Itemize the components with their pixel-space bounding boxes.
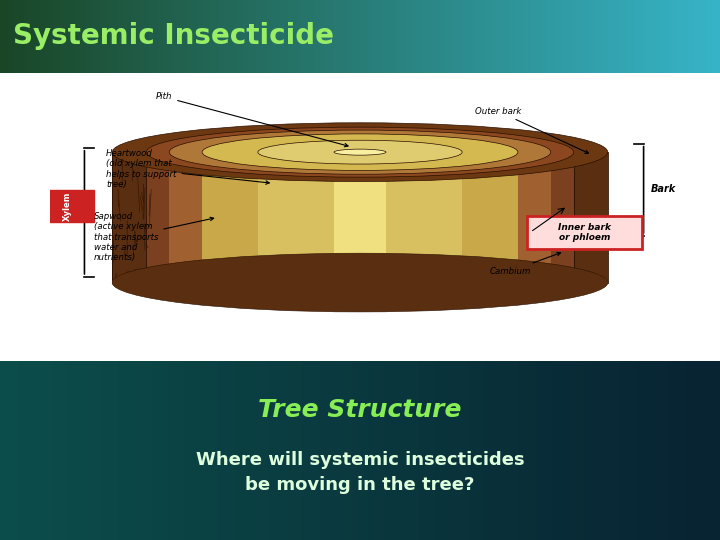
Ellipse shape	[334, 280, 386, 286]
Ellipse shape	[112, 253, 608, 312]
Bar	[258, 152, 462, 282]
Bar	[112, 152, 608, 282]
Ellipse shape	[258, 140, 462, 164]
Ellipse shape	[169, 260, 551, 305]
Text: Pith: Pith	[156, 92, 348, 147]
Bar	[202, 152, 518, 282]
Text: Heartwood
(old xylem that
helps to support
tree): Heartwood (old xylem that helps to suppo…	[106, 149, 269, 189]
Bar	[146, 152, 574, 282]
Ellipse shape	[112, 123, 608, 181]
Bar	[334, 152, 386, 282]
FancyBboxPatch shape	[41, 191, 94, 221]
Ellipse shape	[202, 134, 518, 171]
Ellipse shape	[146, 258, 574, 308]
Ellipse shape	[334, 149, 386, 155]
Ellipse shape	[258, 271, 462, 294]
Bar	[0, 73, 720, 362]
Text: Sapwood
(active xylem
that transports
water and
nutrients): Sapwood (active xylem that transports wa…	[94, 212, 214, 262]
Ellipse shape	[146, 127, 574, 177]
Text: Where will systemic insecticides
be moving in the tree?: Where will systemic insecticides be movi…	[196, 451, 524, 494]
Text: Inner bark
or phloem: Inner bark or phloem	[558, 222, 611, 242]
Bar	[169, 152, 551, 282]
Text: Xylem: Xylem	[63, 191, 72, 221]
Text: Systemic Insecticide: Systemic Insecticide	[13, 23, 334, 50]
Text: Cambium: Cambium	[490, 252, 561, 276]
Text: Bark: Bark	[651, 184, 676, 194]
FancyBboxPatch shape	[527, 216, 642, 248]
Ellipse shape	[202, 264, 518, 301]
Text: Outer bark: Outer bark	[474, 106, 588, 153]
Ellipse shape	[169, 130, 551, 174]
Text: Tree Structure: Tree Structure	[258, 398, 462, 422]
